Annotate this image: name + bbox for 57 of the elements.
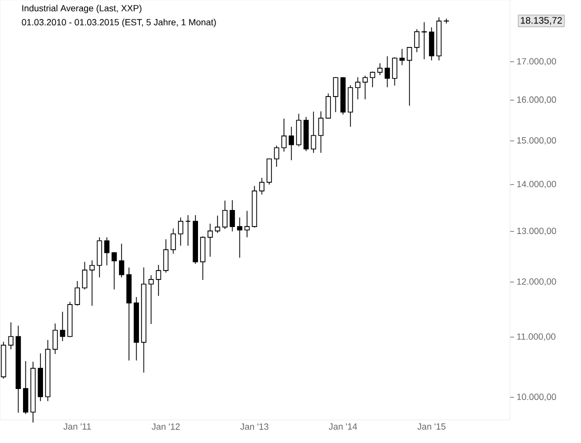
candlestick [148, 274, 154, 324]
y-tick-label: 16.000,00 [517, 96, 556, 104]
y-tick-label: 13.000,00 [517, 228, 556, 236]
y-tick-label: 11.000,00 [517, 333, 556, 341]
candlestick [428, 27, 434, 61]
text: 18.135,72 [520, 17, 562, 25]
text: 01.03.2010 - 01.03.2015 (EST, 5 Jahre, 1 Monat) [22, 18, 216, 28]
candlestick [222, 200, 228, 230]
candlestick [82, 261, 88, 290]
candlestick [318, 110, 324, 154]
x-tick-label: Jan '13 [240, 423, 268, 430]
candlestick [74, 280, 80, 306]
candlestick [244, 210, 250, 238]
candlestick [23, 360, 28, 414]
x-tick-label: Jan '12 [152, 423, 180, 430]
candlestick [333, 76, 338, 112]
candlestick [310, 111, 316, 154]
candlestick [414, 28, 420, 53]
candlestick [112, 252, 117, 290]
y-tick-label: 12.000,00 [517, 278, 556, 286]
candlestick [156, 264, 162, 296]
candlestick [52, 323, 58, 354]
candlestick [326, 93, 331, 119]
y-tick-label: 15.000,00 [517, 137, 556, 145]
candlestick [444, 18, 449, 24]
candlestick [355, 76, 360, 100]
candlestick [406, 46, 412, 106]
x-tick-label: Jan '15 [417, 423, 446, 430]
candlestick [422, 22, 427, 60]
candlestick [392, 56, 398, 86]
candlestick [281, 118, 287, 152]
candlestick [266, 158, 272, 185]
x-tick-label: Jan '11 [63, 423, 91, 430]
candlestick [370, 71, 376, 88]
candlestick [208, 223, 213, 258]
candlestick [230, 200, 235, 232]
candlestick [288, 126, 294, 161]
y-tick-label: 17.000,00 [517, 58, 556, 66]
y-tick-label: 14.000,00 [517, 180, 556, 188]
candlestick [60, 311, 66, 342]
candlestick [214, 215, 220, 234]
candlestick [170, 228, 176, 254]
text: Industrial Average (Last, XXP) [22, 4, 142, 14]
candlestick [89, 260, 95, 306]
candlestick [362, 75, 368, 100]
candlestick [178, 217, 184, 246]
candlestick [163, 238, 168, 274]
candlestick [237, 217, 242, 258]
candlestick [259, 177, 264, 195]
y-tick-label: 10.000,00 [517, 394, 556, 402]
candlestick [274, 145, 280, 168]
candlestick [118, 243, 124, 278]
candlestick [104, 236, 110, 266]
candlestick [399, 48, 405, 66]
x-tick-label: Jan '14 [328, 423, 358, 430]
candlestick [8, 322, 14, 350]
candlestick [384, 56, 390, 88]
